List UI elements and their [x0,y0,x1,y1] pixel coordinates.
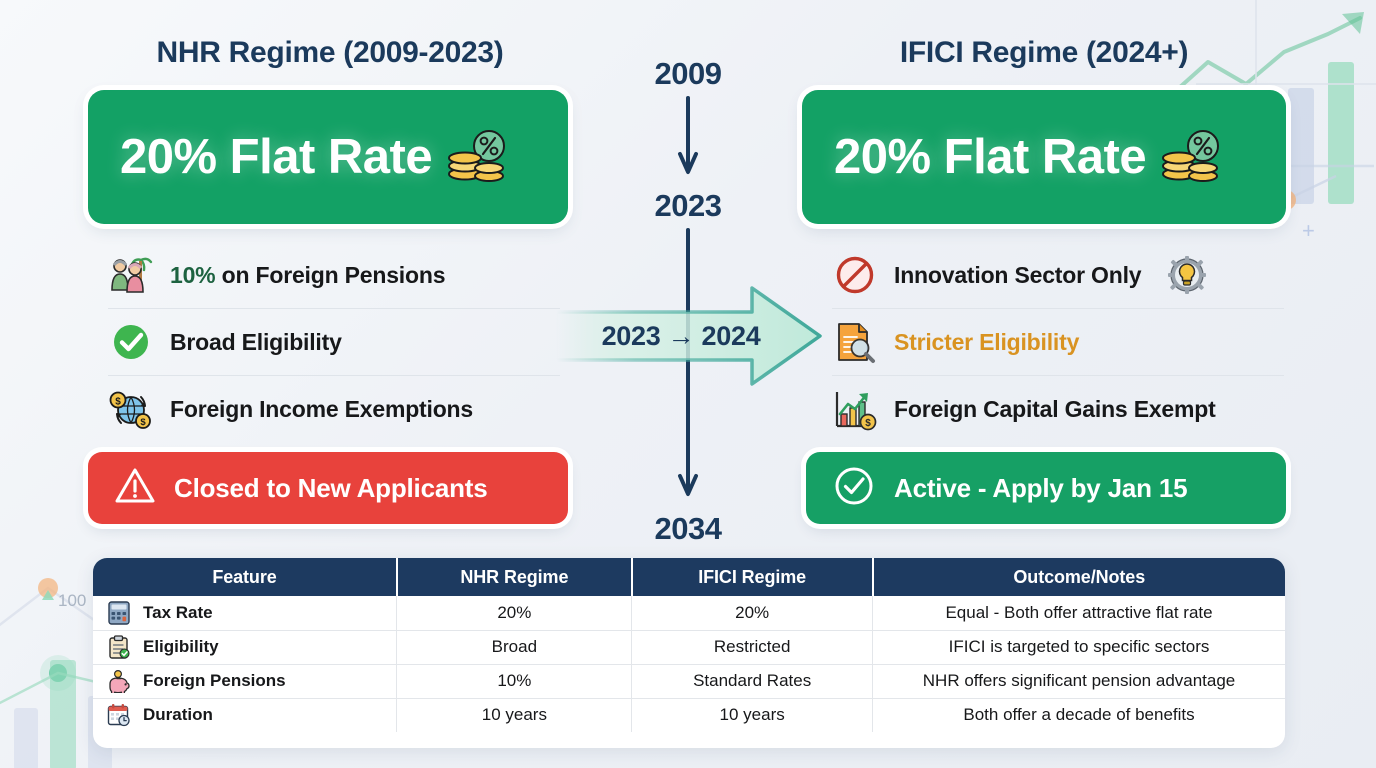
cell-notes: NHR offers significant pension advantage [872,664,1285,699]
cell-feature: Tax Rate [93,596,398,631]
cell-nhr: 10 years [396,698,633,732]
column-header-nhr: NHR Regime [396,558,633,596]
timeline-year-2034: 2034 [654,511,722,546]
ifici-rate-label: 20% Flat Rate [834,130,1147,184]
ifici-rate-banner: 20% Flat Rate [802,90,1286,224]
list-item: $ $ Foreign Income Exemptions [108,376,560,443]
cell-nhr: 20% [396,596,633,631]
comparison-table-card: Feature NHR Regime IFICI Regime Outcome/… [93,558,1285,748]
cell-notes: IFICI is targeted to specific sectors [872,630,1285,665]
column-header-outcome: Outcome/Notes [872,558,1285,596]
piggy-bank-icon [107,669,131,693]
coins-percent-icon [1160,129,1220,185]
list-item: Broad Eligibility [108,309,560,376]
cell-feature-label: Eligibility [143,637,219,656]
svg-text:+: + [1302,218,1315,243]
green-check-circle-icon [108,319,154,365]
svg-text:$: $ [865,418,871,429]
svg-text:$: $ [115,396,121,407]
list-item-label: Foreign Capital Gains Exempt [894,396,1216,422]
table-row: Tax Rate 20% 20% Equal - Both offer attr… [93,596,1285,631]
ifici-status-banner: Active - Apply by Jan 15 [806,452,1286,524]
nhr-status-banner: Closed to New Applicants [88,452,568,524]
list-item: 10% on Foreign Pensions [108,242,560,309]
coins-percent-icon [446,129,506,185]
list-item-label: Innovation Sector Only [894,261,1142,288]
cell-notes: Both offer a decade of benefits [963,705,1195,725]
nhr-rate-banner: 20% Flat Rate [88,90,568,224]
document-magnifier-icon [832,319,878,365]
comparison-table: Feature NHR Regime IFICI Regime Outcome/… [93,558,1285,732]
cell-feature-label: Tax Rate [143,602,213,622]
pension-rate-text: on Foreign Pensions [215,261,446,288]
table-row: Foreign Pensions 10% Standard Rates NHR … [93,664,1285,699]
retired-couple-palm-icon [108,252,154,298]
calendar-clock-icon [107,703,131,727]
bg-stat-label: 100 [58,591,86,610]
transition-label: 2023 → 2024 [601,320,761,351]
transition-arrow: 2023 → 2024 [556,282,824,390]
list-item: Stricter Eligibility [832,309,1284,376]
cell-ifici: Standard Rates [631,664,874,699]
svg-text:$: $ [140,417,146,428]
gear-lightbulb-icon [1167,255,1207,295]
check-circle-outline-icon [832,464,876,513]
nhr-feature-list: 10% on Foreign Pensions Broad Eligibilit… [108,242,560,443]
table-row: Duration 10 years 10 years Both offer a … [93,698,1285,732]
cell-feature-label: Duration [143,705,213,725]
list-item-label: Foreign Income Exemptions [170,396,473,422]
warning-triangle-icon [114,465,156,512]
nhr-status-label: Closed to New Applicants [174,472,488,503]
cell-feature: Duration [93,698,398,732]
table-row: Eligibility Broad Restricted IFICI is ta… [93,630,1285,665]
cell-feature: Foreign Pensions [93,664,398,699]
nhr-rate-label: 20% Flat Rate [120,130,433,184]
cell-notes: Equal - Both offer attractive flat rate [872,596,1285,631]
nhr-column-title: NHR Regime (2009-2023) [156,36,504,69]
list-item-label: Stricter Eligibility [894,328,1080,355]
list-item-label: Broad Eligibility [170,328,342,355]
column-header-ifici: IFICI Regime [631,558,874,596]
list-item: $ Foreign Capital Gains Exempt [832,376,1284,443]
cell-ifici: 10 years [631,698,874,732]
pension-rate-highlight: 10% [170,261,216,288]
timeline-year-2009: 2009 [654,56,722,91]
cell-feature: Eligibility [93,630,398,665]
timeline-year-2023: 2023 [654,188,722,223]
cell-ifici: 20% [631,596,874,631]
chart-growth-dollar-icon: $ [832,387,878,433]
cell-nhr: 10% [396,664,633,699]
cell-nhr: Broad [396,630,633,665]
ifici-column-title: IFICI Regime (2024+) [899,36,1189,69]
clipboard-check-icon [107,635,131,659]
cell-feature-label: Foreign Pensions [143,671,286,690]
list-item-label: 10% on Foreign Pensions [170,262,445,289]
ifici-feature-list: Innovation Sector Only [832,242,1284,443]
prohibited-icon [832,252,878,298]
cell-ifici: Restricted [631,630,874,665]
column-header-feature: Feature [93,558,398,596]
table-header-row: Feature NHR Regime IFICI Regime Outcome/… [93,558,1285,596]
ifici-status-label: Active - Apply by Jan 15 [894,472,1188,503]
calculator-icon [107,601,131,625]
list-item: Innovation Sector Only [832,242,1284,309]
globe-dollar-icon: $ $ [108,387,154,433]
